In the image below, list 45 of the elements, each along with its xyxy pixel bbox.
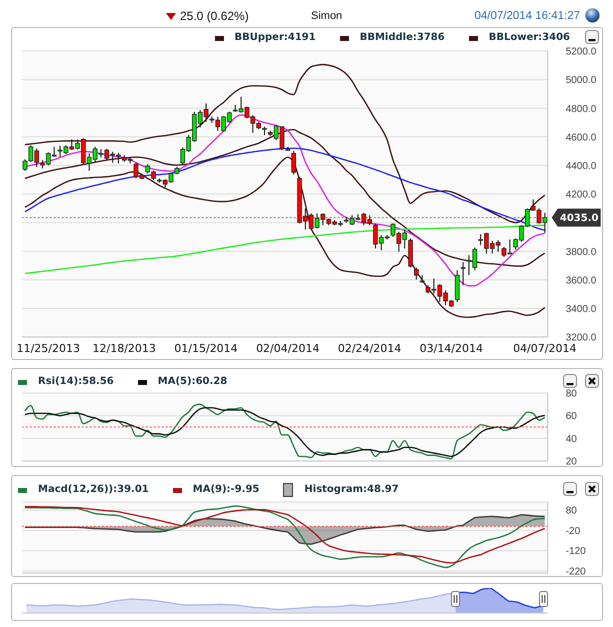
y-tick-label: 80 xyxy=(566,506,578,517)
y-tick-label: 3200.0 xyxy=(566,332,597,344)
legend-label: Macd(12,26)):39.01 xyxy=(38,483,149,497)
y-tick-label: 4600.0 xyxy=(566,132,597,144)
line-series xyxy=(24,129,546,267)
candlestick xyxy=(22,158,28,172)
legend-label: BBMiddle:3786 xyxy=(360,31,445,45)
y-tick-label: 60 xyxy=(566,411,578,422)
text: 04/07/2014 16:41:27 xyxy=(474,10,580,23)
y-tick-label: -20 xyxy=(566,526,581,537)
y-tick-label: 4400.0 xyxy=(566,160,597,172)
ref-line-label: 4035.0 xyxy=(560,213,599,224)
y-tick-label: 3800.0 xyxy=(566,246,597,258)
legend-label: Rsi(14):58.56 xyxy=(38,375,114,389)
y-tick-label: 3400.0 xyxy=(566,304,597,315)
y-tick-label: 5000.0 xyxy=(566,75,597,86)
y-tick-label: 40 xyxy=(566,434,578,445)
y-tick-label: 3600.0 xyxy=(566,275,597,286)
x-tick-label: 03/14/2014 xyxy=(420,342,484,355)
y-tick-label: -220 xyxy=(566,566,586,578)
y-tick-label: 4800.0 xyxy=(566,104,597,115)
legend-label: BBLower:3406 xyxy=(488,31,570,45)
legend-label: MA(9):-9.95 xyxy=(192,483,260,497)
x-tick-label: 02/04/2014 xyxy=(256,342,320,355)
y-tick-label: -120 xyxy=(566,546,586,558)
y-tick-label: 20 xyxy=(566,456,578,468)
chart-subtitle: 25.0 (0.62%) xyxy=(180,9,249,23)
line-series xyxy=(24,224,546,274)
legend-label: BBUpper:4191 xyxy=(234,31,316,45)
y-tick-label: 80 xyxy=(566,388,578,400)
x-tick-label: 04/07/2014 xyxy=(513,342,576,355)
line-series xyxy=(24,148,546,231)
legend-label: MA(5):60.28 xyxy=(158,375,228,389)
x-tick-label: 11/25/2013 xyxy=(16,342,80,355)
y-tick-label: 4200.0 xyxy=(566,190,597,201)
candlestick xyxy=(460,261,466,286)
legend-label: Histogram:48.97 xyxy=(304,483,399,497)
candlestick xyxy=(414,267,419,280)
x-tick-label: 01/15/2014 xyxy=(174,342,238,355)
x-tick-label: 12/18/2013 xyxy=(92,342,156,355)
x-tick-label: 02/24/2014 xyxy=(338,342,402,355)
candlestick xyxy=(291,150,296,175)
y-tick-label: 5200.0 xyxy=(566,46,597,58)
line-series xyxy=(24,64,546,224)
text: Simon xyxy=(311,10,342,23)
